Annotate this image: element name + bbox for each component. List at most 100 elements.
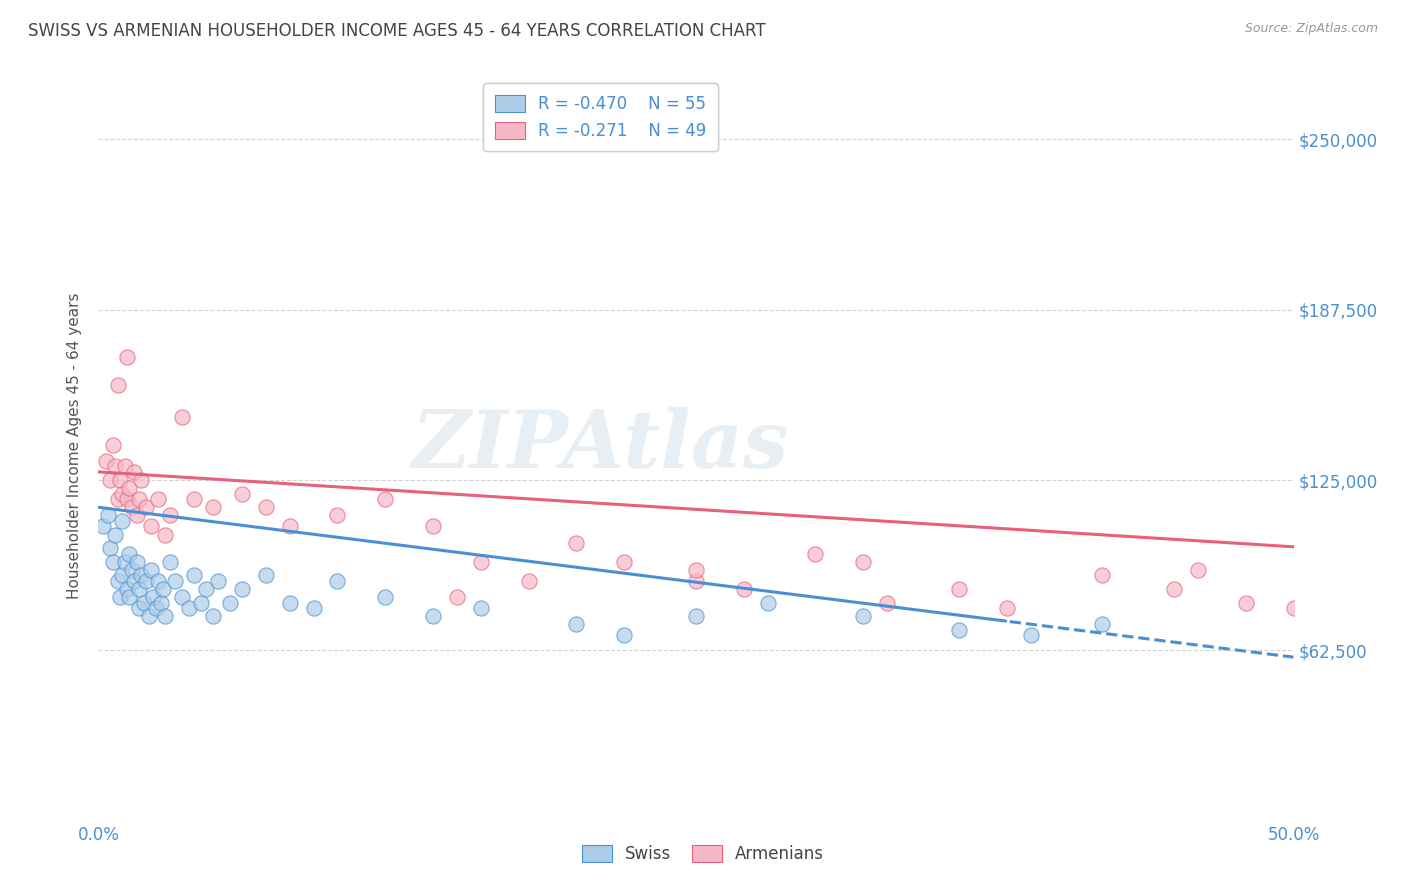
Point [422, 609, 444, 624]
Point [108, 591, 131, 605]
Point [183, 492, 205, 507]
Point [124, 574, 146, 588]
Point [114, 555, 136, 569]
Point [128, 492, 150, 507]
Point [302, 601, 325, 615]
Point [139, 519, 162, 533]
Point [111, 514, 134, 528]
Point [142, 591, 165, 605]
Point [254, 568, 277, 582]
Point [159, 555, 181, 569]
Point [470, 555, 492, 569]
Point [685, 563, 707, 577]
Point [149, 596, 172, 610]
Point [101, 437, 124, 451]
Point [125, 508, 148, 523]
Point [114, 459, 136, 474]
Point [115, 351, 138, 365]
Point [374, 591, 396, 605]
Legend: Swiss, Armenians: Swiss, Armenians [571, 833, 835, 875]
Point [685, 609, 707, 624]
Point [876, 596, 898, 610]
Point [1091, 617, 1114, 632]
Point [132, 596, 155, 610]
Point [756, 596, 779, 610]
Point [565, 535, 588, 549]
Point [108, 473, 131, 487]
Point [613, 628, 636, 642]
Point [278, 596, 301, 610]
Point [278, 519, 301, 533]
Point [1282, 601, 1305, 615]
Point [118, 481, 141, 495]
Point [115, 582, 138, 596]
Point [172, 410, 194, 425]
Point [179, 601, 201, 615]
Point [155, 609, 177, 624]
Point [326, 574, 349, 588]
Point [111, 486, 134, 500]
Point [159, 508, 181, 523]
Point [101, 555, 124, 569]
Point [202, 609, 225, 624]
Point [138, 609, 160, 624]
Point [104, 459, 127, 474]
Point [948, 623, 970, 637]
Point [1234, 596, 1257, 610]
Point [94, 454, 117, 468]
Point [470, 601, 492, 615]
Text: SWISS VS ARMENIAN HOUSEHOLDER INCOME AGES 45 - 64 YEARS CORRELATION CHART: SWISS VS ARMENIAN HOUSEHOLDER INCOME AGE… [28, 22, 766, 40]
Point [517, 574, 540, 588]
Point [115, 492, 138, 507]
Point [172, 591, 194, 605]
Point [135, 500, 157, 515]
Point [104, 527, 127, 541]
Point [135, 574, 157, 588]
Point [148, 574, 170, 588]
Point [446, 591, 468, 605]
Point [207, 574, 229, 588]
Point [326, 508, 349, 523]
Point [231, 582, 253, 596]
Point [152, 582, 174, 596]
Point [121, 500, 143, 515]
Point [195, 582, 218, 596]
Point [565, 617, 588, 632]
Point [148, 492, 170, 507]
Point [995, 601, 1018, 615]
Point [155, 527, 177, 541]
Point [1019, 628, 1042, 642]
Point [374, 492, 396, 507]
Point [852, 555, 875, 569]
Point [733, 582, 755, 596]
Point [804, 547, 827, 561]
Point [128, 601, 150, 615]
Point [219, 596, 242, 610]
Y-axis label: Householder Income Ages 45 - 64 years: Householder Income Ages 45 - 64 years [67, 293, 83, 599]
Point [98, 541, 122, 556]
Point [852, 609, 875, 624]
Point [1091, 568, 1114, 582]
Point [183, 568, 205, 582]
Point [254, 500, 277, 515]
Point [613, 555, 636, 569]
Point [118, 547, 141, 561]
Point [125, 555, 148, 569]
Point [98, 473, 122, 487]
Point [97, 508, 120, 523]
Legend: R = -0.470    N = 55, R = -0.271    N = 49: R = -0.470 N = 55, R = -0.271 N = 49 [482, 84, 718, 152]
Point [231, 486, 253, 500]
Text: Source: ZipAtlas.com: Source: ZipAtlas.com [1244, 22, 1378, 36]
Point [91, 519, 114, 533]
Point [131, 473, 153, 487]
Point [1163, 582, 1185, 596]
Point [131, 568, 153, 582]
Text: ZIPAtlas: ZIPAtlas [412, 408, 789, 484]
Point [118, 591, 141, 605]
Point [124, 465, 146, 479]
Point [422, 519, 444, 533]
Point [121, 563, 143, 577]
Point [128, 582, 150, 596]
Point [948, 582, 970, 596]
Point [139, 563, 162, 577]
